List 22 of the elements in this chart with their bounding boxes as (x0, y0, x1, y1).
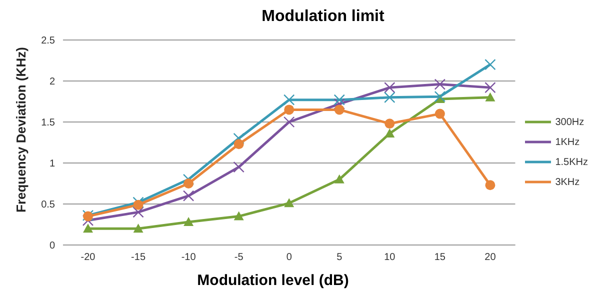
x-tick-label: 20 (484, 252, 496, 264)
y-tick-label: 2.5 (41, 36, 56, 47)
legend-label: 300Hz (555, 116, 584, 128)
legend-label: 1.5KHz (555, 156, 588, 168)
x-tick-label: 15 (434, 252, 446, 264)
y-axis-title: Frequency Deviation (KHz) (14, 47, 29, 212)
y-tick-label: 0.5 (41, 200, 56, 211)
x-tick-label: 0 (286, 252, 292, 264)
y-tick-label: 1 (49, 158, 56, 170)
legend-label: 1KHz (555, 136, 580, 148)
y-tick-label: 1.5 (41, 118, 56, 129)
legend-label: 3KHz (555, 176, 580, 188)
x-tick-label: -15 (131, 252, 146, 264)
y-tick-label: 2 (49, 76, 56, 88)
x-tick-label: -5 (234, 252, 244, 264)
x-tick-label: -20 (80, 252, 96, 264)
chart-title: Modulation limit (260, 8, 386, 27)
y-tick-label: 0 (49, 240, 56, 252)
x-tick-label: -10 (181, 252, 196, 264)
x-axis-title: Modulation level (dB) (196, 272, 350, 289)
x-tick-label: 5 (336, 252, 343, 264)
x-tick-label: 10 (384, 252, 396, 264)
